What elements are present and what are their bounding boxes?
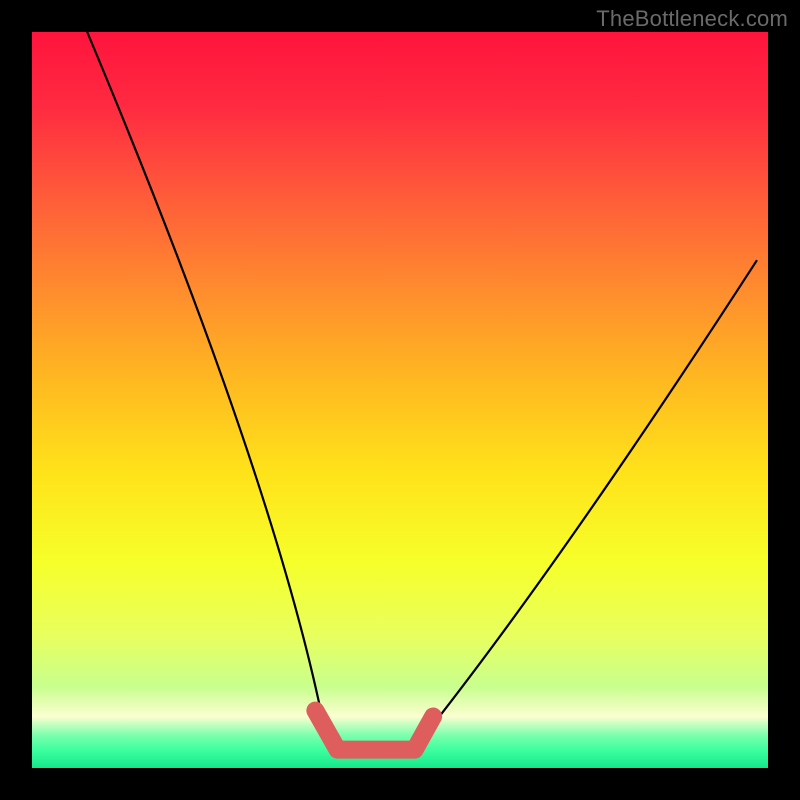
- bottleneck-chart: [0, 0, 800, 800]
- watermark-text: TheBottleneck.com: [596, 6, 788, 32]
- plot-background: [32, 32, 768, 768]
